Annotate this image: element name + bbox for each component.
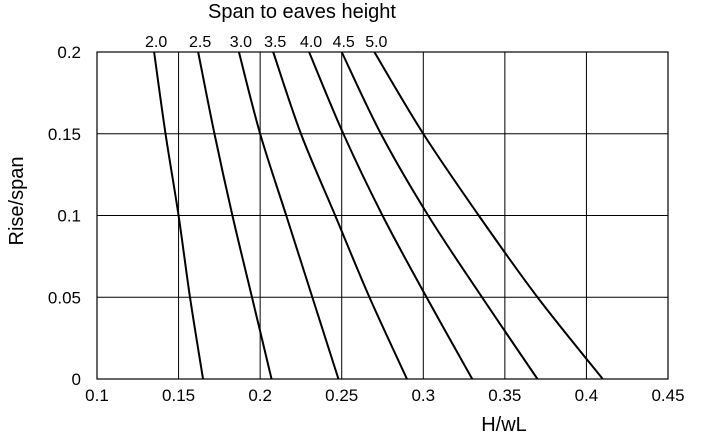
series-label: 4.5: [333, 34, 355, 51]
series-label: 5.0: [365, 34, 387, 51]
x-tick-label: 0.45: [651, 386, 684, 405]
x-tick-label: 0.35: [488, 386, 521, 405]
series-line-3-0: [237, 51, 340, 380]
x-axis-title: H/wL: [481, 414, 527, 436]
y-axis-title: Rise/span: [6, 157, 28, 246]
x-tick-labels: 0.1 0.15 0.2 0.25 0.3 0.35 0.4 0.45: [85, 386, 684, 405]
series-line-3-5: [272, 51, 408, 380]
y-tick-label: 0.15: [48, 125, 81, 144]
series-lines: [153, 51, 604, 380]
plot-frame: [96, 51, 669, 380]
series-labels: 2.0 2.5 3.0 3.5 4.0 4.5 5.0: [145, 34, 388, 51]
x-tick-label: 0.4: [575, 386, 599, 405]
series-label: 2.0: [145, 34, 167, 51]
x-tick-label: 0.2: [248, 386, 272, 405]
series-line-4-0: [308, 51, 474, 380]
x-tick-label: 0.1: [85, 386, 109, 405]
x-tick-label: 0.15: [162, 386, 195, 405]
chart-title: Span to eaves height: [208, 1, 396, 23]
series-label: 3.5: [264, 34, 286, 51]
x-tick-label: 0.3: [411, 386, 435, 405]
y-tick-label: 0.1: [57, 207, 81, 226]
y-tick-labels: 0 0.05 0.1 0.15 0.2: [48, 43, 81, 389]
series-label: 2.5: [189, 34, 211, 51]
series-line-5-0: [373, 51, 604, 380]
series-label: 4.0: [300, 34, 322, 51]
grid: [96, 51, 669, 380]
y-tick-label: 0.2: [57, 43, 81, 62]
series-line-4-5: [340, 51, 539, 380]
series-line-2-5: [197, 51, 273, 380]
series-label: 3.0: [230, 34, 252, 51]
y-tick-label: 0: [72, 370, 81, 389]
y-tick-label: 0.05: [48, 288, 81, 307]
series-line-2-0: [153, 51, 205, 380]
x-tick-label: 0.25: [325, 386, 358, 405]
